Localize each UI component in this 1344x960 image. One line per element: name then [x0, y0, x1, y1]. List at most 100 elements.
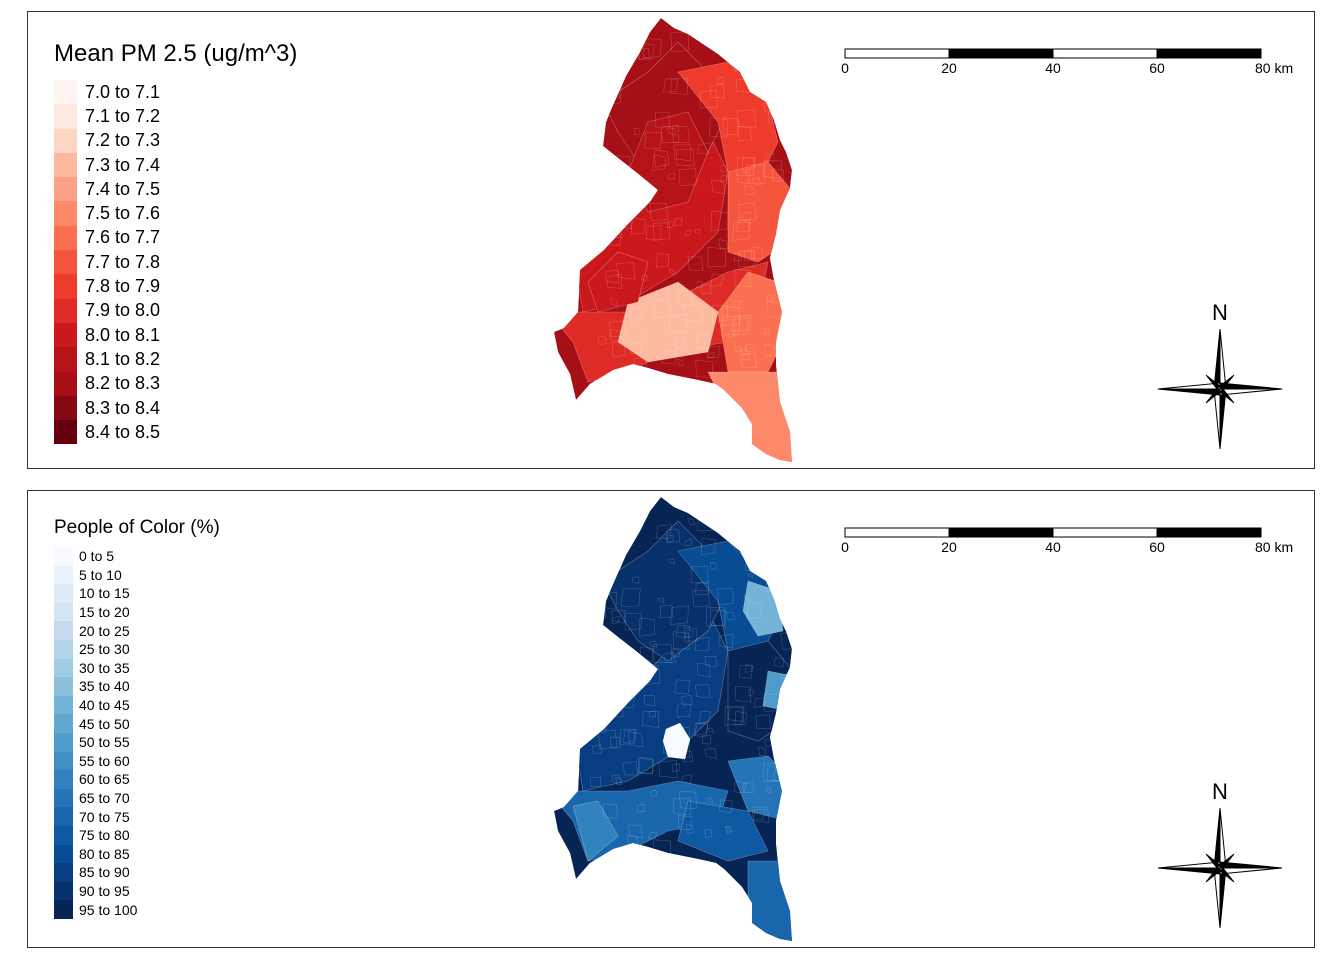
tract-boundary: [774, 657, 784, 668]
tract-boundary: [751, 177, 762, 186]
scale-bar-label: 80 km: [1255, 539, 1293, 555]
scale-bar-label: 20: [941, 60, 957, 76]
tract-boundary: [672, 631, 690, 650]
legend-swatch: [54, 770, 73, 789]
tract-boundary: [753, 808, 765, 821]
tract-boundary: [760, 551, 772, 563]
tract-boundary: [683, 303, 703, 322]
legend-item: 8.1 to 8.2: [54, 347, 297, 372]
legend-item: 7.3 to 7.4: [54, 152, 297, 178]
tract-boundary: [734, 253, 742, 262]
tract-boundary: [733, 315, 751, 332]
tract-boundary: [638, 48, 650, 60]
legend-label: 90 to 95: [79, 882, 130, 899]
tract-boundary: [705, 606, 725, 627]
people-of-color-map-panel: 0 20 40 60 80 km N People of Color (%) 0 to …: [27, 490, 1315, 948]
north-arrow-point: [1219, 867, 1283, 875]
legend-title: People of Color (%): [54, 517, 220, 538]
tract-boundary: [658, 760, 678, 779]
north-arrow-point: [1219, 807, 1227, 869]
legend-label: 40 to 45: [79, 697, 130, 714]
tract-boundary: [716, 76, 724, 85]
tract-boundary: [649, 203, 668, 221]
scale-bar-label: 60: [1149, 60, 1165, 76]
tract-boundary: [592, 674, 604, 684]
tract-region: [747, 860, 792, 941]
tract-boundary: [708, 117, 729, 138]
north-arrow-point: [1219, 861, 1283, 869]
tract-boundary: [613, 186, 621, 195]
tract-boundary: [594, 560, 608, 573]
tract-boundary: [695, 280, 704, 289]
legend-swatch: [54, 900, 73, 919]
tract-boundary: [650, 789, 658, 798]
tract-boundary: [687, 256, 704, 271]
legend-item: 7.9 to 8.0: [54, 298, 297, 323]
tract-boundary: [782, 254, 792, 270]
tract-boundary: [620, 587, 641, 607]
tract-boundary: [709, 84, 726, 99]
legend-item: 55 to 60: [54, 751, 220, 771]
tract-boundary: [744, 664, 753, 673]
legend-swatch: [54, 565, 73, 585]
tract-boundary: [719, 165, 728, 172]
tract-boundary: [649, 640, 657, 648]
legend-label: 45 to 50: [79, 715, 130, 732]
tract-boundary: [772, 32, 792, 52]
north-arrow-point: [1219, 328, 1227, 390]
legend-label: 5 to 10: [79, 566, 122, 583]
legend-label: 65 to 70: [79, 790, 130, 807]
tract-boundary: [712, 37, 724, 48]
tract-boundary: [695, 684, 711, 699]
tract-boundary: [670, 605, 689, 625]
tract-boundary: [743, 594, 750, 602]
scale-bar: 0 20 40 60 80 km: [841, 48, 1293, 76]
tract-boundary: [590, 776, 601, 788]
tract-boundary: [731, 318, 749, 336]
legend-swatch: [54, 658, 73, 678]
tract-boundary: [623, 729, 637, 744]
tract-region: [677, 800, 769, 862]
legend-label: 7.4 to 7.5: [85, 178, 161, 199]
legend-label: 75 to 80: [79, 827, 130, 844]
tract-boundary: [666, 221, 675, 229]
legend-label: 7.6 to 7.7: [85, 227, 161, 248]
tract-boundary: [611, 615, 620, 625]
legend-item: 75 to 80: [54, 825, 220, 845]
tract-boundary: [589, 49, 600, 60]
north-arrow-point: [1213, 328, 1221, 390]
north-arrow-diagonal: [1219, 867, 1235, 883]
north-arrow-diagonal: [1205, 867, 1221, 883]
tract-boundary: [677, 290, 694, 306]
tract-boundary: [640, 330, 649, 338]
legend-item: 15 to 20: [54, 602, 220, 622]
legend-item: 60 to 65: [54, 770, 220, 789]
scale-bar-segment: [948, 527, 1054, 538]
tract-boundary: [629, 343, 641, 355]
tract-boundary: [719, 33, 728, 42]
tract-boundary: [687, 518, 696, 525]
legend-swatch: [54, 751, 73, 771]
tract-boundary: [670, 77, 689, 95]
tract-boundary: [622, 761, 639, 776]
legend-swatch: [54, 695, 73, 715]
north-arrow-point: [1213, 807, 1221, 869]
tract-boundary: [633, 128, 641, 136]
legend-label: 8.3 to 8.4: [85, 397, 161, 418]
legend-label: 20 to 25: [79, 622, 130, 639]
north-label: N: [1212, 300, 1228, 325]
tract-boundary: [743, 250, 755, 262]
tract-boundary: [784, 672, 792, 687]
scale-bar-label: 40: [1045, 539, 1061, 555]
tract-boundary: [646, 225, 662, 241]
tract-boundary: [710, 273, 724, 287]
tract-boundary: [736, 109, 756, 128]
legend-item: 65 to 70: [54, 788, 220, 808]
legend-item: 7.7 to 7.8: [54, 250, 297, 275]
tract-boundary: [637, 757, 654, 774]
north-arrow-point: [1157, 861, 1221, 869]
legend-label: 7.7 to 7.8: [85, 251, 161, 272]
scale-bar-segment: [1052, 48, 1158, 59]
tract-boundary: [712, 304, 729, 322]
legend-item: 80 to 85: [54, 844, 220, 864]
